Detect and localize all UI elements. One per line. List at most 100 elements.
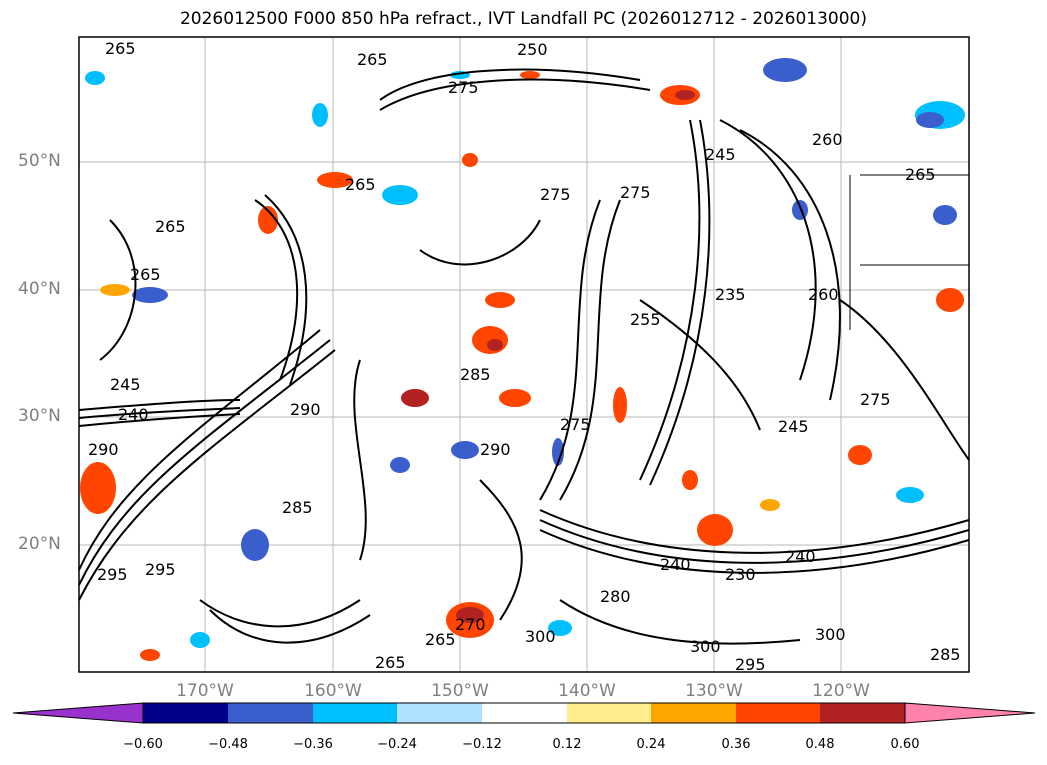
lon-label-140w: 140°W	[558, 681, 616, 701]
lon-label-150w: 150°W	[431, 681, 489, 701]
contour-label: 265	[345, 175, 376, 194]
contour-line	[639, 299, 761, 431]
colorbar-extend-min	[12, 702, 144, 724]
contour-label: 265	[357, 50, 388, 69]
shade-patch	[401, 389, 429, 407]
contour-lines	[78, 68, 970, 645]
colorbar-extend-max	[904, 702, 1036, 724]
contour-line	[649, 119, 711, 486]
shaded-patches	[80, 58, 965, 661]
contour-label: 285	[460, 365, 491, 384]
chart-title: 2026012500 F000 850 hPa refract., IVT La…	[179, 9, 867, 29]
contour-line	[99, 219, 137, 361]
contour-label: 260	[812, 130, 843, 149]
shade-patch	[485, 292, 515, 308]
contour-label: 275	[860, 390, 891, 409]
colorbar-bin	[567, 703, 651, 723]
shade-patch	[487, 339, 503, 351]
contour-label-group: 265 250 275 265 265 265 275 275 265 245 …	[88, 39, 961, 674]
contour-line	[539, 199, 601, 501]
contour-label: 260	[808, 285, 839, 304]
shade-patch	[933, 205, 957, 225]
contour-line	[559, 199, 621, 501]
lat-label-50n: 50°N	[18, 151, 61, 171]
contour-label: 230	[725, 565, 756, 584]
shade-patch	[382, 185, 418, 205]
contour-line	[78, 413, 241, 427]
contour-label: 240	[785, 547, 816, 566]
shade-patch	[462, 153, 478, 167]
colorbar-frame	[142, 702, 906, 724]
map-background	[79, 37, 969, 672]
contour-label: 275	[448, 78, 479, 97]
lon-label-160w: 160°W	[304, 681, 362, 701]
contour-label: 280	[600, 587, 631, 606]
map-panel: 265 250 275 265 265 265 275 275 265 245 …	[78, 36, 970, 674]
contour-label: 245	[705, 145, 736, 164]
contour-label: 265	[155, 217, 186, 236]
shade-patch	[132, 287, 168, 303]
contour-line	[209, 609, 371, 644]
shade-patch	[682, 470, 698, 490]
shade-patch	[390, 457, 410, 473]
colorbar-tick-label: −0.60	[123, 737, 163, 752]
shade-patch	[916, 112, 944, 128]
shade-patch	[80, 462, 116, 514]
contour-line	[264, 194, 308, 386]
shade-patch	[697, 514, 733, 546]
contour-label: 235	[715, 285, 746, 304]
shade-patch	[499, 389, 531, 407]
colorbar-bin	[736, 703, 820, 723]
graticule	[79, 37, 969, 672]
contour-label: 265	[425, 630, 456, 649]
lon-label-120w: 120°W	[812, 681, 870, 701]
contour-label: 255	[630, 310, 661, 329]
contour-label: 245	[110, 375, 141, 394]
contour-line	[254, 199, 299, 381]
shade-patch	[190, 632, 210, 648]
colorbar-tick-label: −0.36	[293, 737, 333, 752]
colorbar-bin	[397, 703, 482, 723]
contour-label: 275	[560, 415, 591, 434]
colorbar-bin	[228, 703, 313, 723]
contour-label: 270	[455, 615, 486, 634]
lat-label-30n: 30°N	[18, 406, 61, 426]
contour-line	[199, 599, 361, 628]
contour-line	[78, 329, 321, 571]
shade-patch	[675, 90, 695, 100]
colorbar-bin	[313, 703, 397, 723]
contour-line	[559, 599, 801, 645]
shade-patch	[317, 172, 353, 188]
contour-line	[419, 219, 541, 266]
contour-label: 300	[525, 627, 556, 646]
shade-patch	[792, 200, 808, 220]
contour-label: 295	[735, 655, 766, 674]
contour-line	[479, 479, 523, 621]
contour-line	[719, 119, 817, 381]
contour-line	[78, 349, 336, 601]
contour-label: 240	[660, 555, 691, 574]
shade-patch	[140, 649, 160, 661]
colorbar-tick-label: 0.48	[805, 737, 835, 752]
shade-patch	[613, 387, 627, 423]
contour-label: 295	[145, 560, 176, 579]
shade-patch	[848, 445, 872, 465]
shade-patch	[258, 206, 278, 234]
contour-label: 290	[480, 440, 511, 459]
contour-line	[839, 299, 970, 461]
contour-label: 300	[815, 625, 846, 644]
contour-line	[78, 339, 331, 586]
contour-line	[739, 129, 841, 401]
colorbar-tick-label: −0.24	[377, 737, 417, 752]
shade-patch	[456, 607, 484, 623]
shade-patch	[312, 103, 328, 127]
contour-line	[78, 407, 241, 419]
shade-patch	[763, 58, 807, 82]
colorbar-bin	[143, 703, 228, 723]
contour-line	[78, 399, 241, 411]
shade-patch	[472, 326, 508, 354]
contour-line	[639, 119, 701, 481]
contour-label: 275	[540, 185, 571, 204]
contour-line	[379, 78, 651, 111]
colorbar-tick-label: 0.24	[636, 737, 666, 752]
